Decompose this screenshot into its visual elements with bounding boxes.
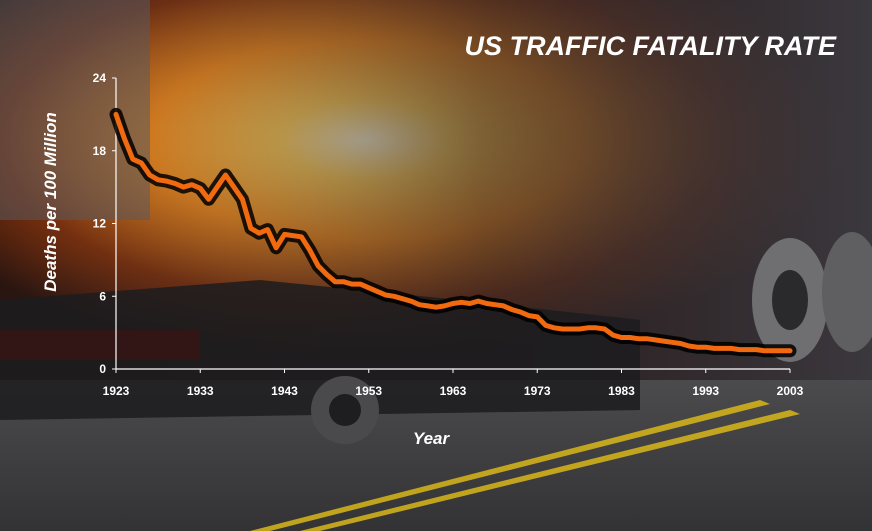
series-layer	[109, 107, 797, 358]
x-tick-label: 1993	[692, 384, 719, 398]
y-tick-label: 12	[93, 217, 107, 231]
x-tick-label: 1923	[103, 384, 130, 398]
y-tick-label: 6	[99, 289, 106, 303]
x-tick-label: 1973	[524, 384, 551, 398]
x-tick-label: 1963	[440, 384, 467, 398]
x-axis-ticks: 1923 1933 1943 1953 1963 1973 1983 1993 2003	[103, 369, 804, 398]
x-tick-label: 1933	[187, 384, 214, 398]
y-tick-label: 18	[93, 144, 107, 158]
x-tick-label: 1983	[608, 384, 635, 398]
y-axis-ticks: 0 6 12 18 24	[93, 71, 116, 376]
x-tick-label: 1953	[355, 384, 382, 398]
y-tick-label: 0	[99, 362, 106, 376]
x-tick-label: 1943	[271, 384, 298, 398]
y-axis-title: Deaths per 100 Million	[41, 112, 60, 292]
y-tick-label: 24	[93, 71, 107, 85]
series-line-outline	[109, 107, 797, 358]
series-line-fatality-rate	[113, 111, 793, 354]
chart-title: US TRAFFIC FATALITY RATE	[465, 31, 837, 61]
x-tick-label: 2003	[777, 384, 804, 398]
x-axis-title: Year	[413, 429, 451, 448]
